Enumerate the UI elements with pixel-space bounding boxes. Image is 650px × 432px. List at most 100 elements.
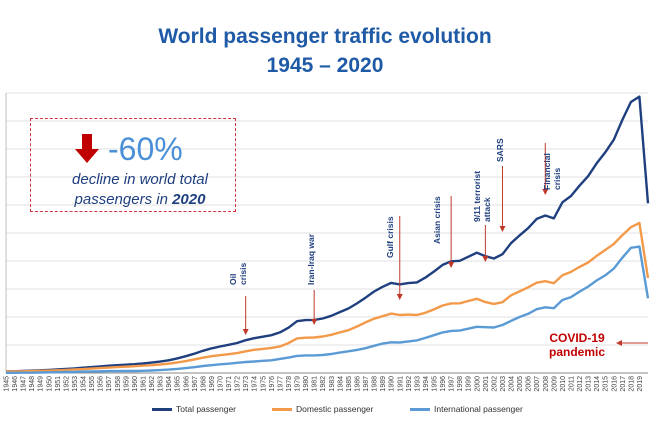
x-tick-label: 2013 bbox=[586, 376, 593, 392]
x-tick-label: 2017 bbox=[620, 376, 627, 392]
x-tick-label: 1971 bbox=[226, 376, 233, 392]
x-tick-label: 1957 bbox=[106, 376, 113, 392]
decline-text: decline in world total passengers in 202… bbox=[72, 171, 208, 208]
x-tick-label: 1968 bbox=[200, 376, 207, 392]
x-tick-label: 1977 bbox=[277, 376, 284, 392]
x-tick-label: 1961 bbox=[140, 376, 147, 392]
annotation-label: Financialcrisis bbox=[542, 153, 562, 190]
x-tick-label: 1976 bbox=[269, 376, 276, 392]
x-tick-label: 2001 bbox=[483, 376, 490, 392]
x-tick-label: 2002 bbox=[491, 376, 498, 392]
x-tick-label: 2019 bbox=[637, 376, 644, 392]
x-tick-label: 1958 bbox=[115, 376, 122, 392]
x-tick-label: 1969 bbox=[209, 376, 216, 392]
x-tick-label: 1993 bbox=[414, 376, 421, 392]
x-tick-label: 1974 bbox=[252, 376, 259, 392]
x-tick-label: 1973 bbox=[243, 376, 250, 392]
series-line-1 bbox=[5, 221, 650, 373]
x-tick-label: 1959 bbox=[123, 376, 130, 392]
x-tick-label: 1963 bbox=[158, 376, 165, 392]
x-tick-label: 1998 bbox=[457, 376, 464, 392]
x-tick-label: 1960 bbox=[132, 376, 139, 392]
x-tick-label: 1962 bbox=[149, 376, 156, 392]
x-tick-label: 2000 bbox=[474, 376, 481, 392]
x-tick-label: 2015 bbox=[603, 376, 610, 392]
x-tick-label: 1999 bbox=[466, 376, 473, 392]
annotation-label: SARS bbox=[495, 138, 505, 162]
x-tick-label: 2005 bbox=[517, 376, 524, 392]
annotation-arrowhead bbox=[482, 256, 489, 262]
annotation-arrowhead bbox=[396, 294, 403, 300]
annotation-arrowhead bbox=[311, 319, 318, 325]
x-tick-label: 1996 bbox=[440, 376, 447, 392]
x-tick-label: 1992 bbox=[406, 376, 413, 392]
x-tick-label: 1984 bbox=[337, 376, 344, 392]
x-tick-label: 1995 bbox=[432, 376, 439, 392]
x-tick-label: 1948 bbox=[29, 376, 36, 392]
annotation-label: 9/11 terroristattack bbox=[472, 171, 492, 222]
x-tick-label: 2012 bbox=[577, 376, 584, 392]
x-tick-label: 1983 bbox=[329, 376, 336, 392]
annotation-label: Asian crisis bbox=[432, 196, 442, 244]
annotation-arrowhead bbox=[448, 262, 455, 268]
covid-annotation-label: COVID-19 pandemic bbox=[549, 331, 605, 359]
x-tick-label: 1966 bbox=[183, 376, 190, 392]
x-tick-label: 1956 bbox=[98, 376, 105, 392]
x-tick-label: 2016 bbox=[611, 376, 618, 392]
x-tick-label: 2003 bbox=[500, 376, 507, 392]
x-tick-label: 1990 bbox=[389, 376, 396, 392]
x-tick-label: 2006 bbox=[526, 376, 533, 392]
x-tick-label: 1997 bbox=[449, 376, 456, 392]
legend-international: International passenger bbox=[410, 404, 523, 414]
x-tick-label: 1979 bbox=[295, 376, 302, 392]
x-tick-label: 2004 bbox=[509, 376, 516, 392]
x-tick-label: 1955 bbox=[89, 376, 96, 392]
x-tick-label: 1949 bbox=[38, 376, 45, 392]
x-tick-label: 1986 bbox=[354, 376, 361, 392]
decline-callout-box bbox=[30, 118, 236, 212]
x-tick-label: 2011 bbox=[568, 376, 575, 391]
x-tick-label: 1964 bbox=[166, 376, 173, 392]
x-tick-label: 1982 bbox=[320, 376, 327, 392]
x-tick-label: 1989 bbox=[380, 376, 387, 392]
x-tick-label: 1987 bbox=[363, 376, 370, 392]
x-tick-label: 2018 bbox=[628, 376, 635, 392]
decline-percent: -60% bbox=[108, 131, 183, 167]
x-tick-label: 1946 bbox=[12, 376, 19, 392]
x-tick-label: 1988 bbox=[372, 376, 379, 392]
x-tick-label: 2008 bbox=[543, 376, 550, 392]
chart-subtitle: 1945 – 2020 bbox=[266, 54, 384, 77]
x-tick-label: 1965 bbox=[175, 376, 182, 392]
annotation-label: Iran-Iraq war bbox=[306, 233, 316, 285]
x-tick-label: 1954 bbox=[81, 376, 88, 392]
x-tick-label: 1952 bbox=[63, 376, 70, 392]
x-tick-label: 1950 bbox=[46, 376, 53, 392]
annotation-arrowhead bbox=[242, 329, 249, 335]
x-tick-label: 2007 bbox=[534, 376, 541, 392]
legend-total: Total passenger bbox=[152, 404, 236, 414]
x-tick-label: 1947 bbox=[21, 376, 28, 392]
chart-title: World passenger traffic evolution bbox=[158, 25, 492, 48]
legend-domestic: Domestic passenger bbox=[272, 404, 373, 414]
x-tick-label: 2009 bbox=[551, 376, 558, 392]
x-tick-label: 1953 bbox=[72, 376, 79, 392]
x-tick-label: 1980 bbox=[303, 376, 310, 392]
annotation-arrowhead bbox=[499, 226, 506, 232]
annotation-arrowhead bbox=[542, 189, 549, 195]
x-tick-label: 1981 bbox=[312, 376, 319, 392]
covid-arrowhead bbox=[616, 340, 622, 346]
x-tick-label: 2014 bbox=[594, 376, 601, 392]
x-tick-label: 2010 bbox=[560, 376, 567, 392]
x-tick-label: 1951 bbox=[55, 376, 62, 392]
x-tick-label: 1991 bbox=[397, 376, 404, 392]
x-tick-label: 1945 bbox=[4, 376, 11, 392]
x-tick-label: 1972 bbox=[235, 376, 242, 392]
series-line-0 bbox=[5, 95, 650, 373]
x-tick-label: 1985 bbox=[346, 376, 353, 392]
x-tick-label: 1975 bbox=[260, 376, 267, 392]
x-tick-label: 1967 bbox=[192, 376, 199, 392]
annotation-label: Oilcrisis bbox=[228, 263, 248, 285]
x-tick-label: 1978 bbox=[286, 376, 293, 392]
series-line-2 bbox=[6, 245, 650, 374]
